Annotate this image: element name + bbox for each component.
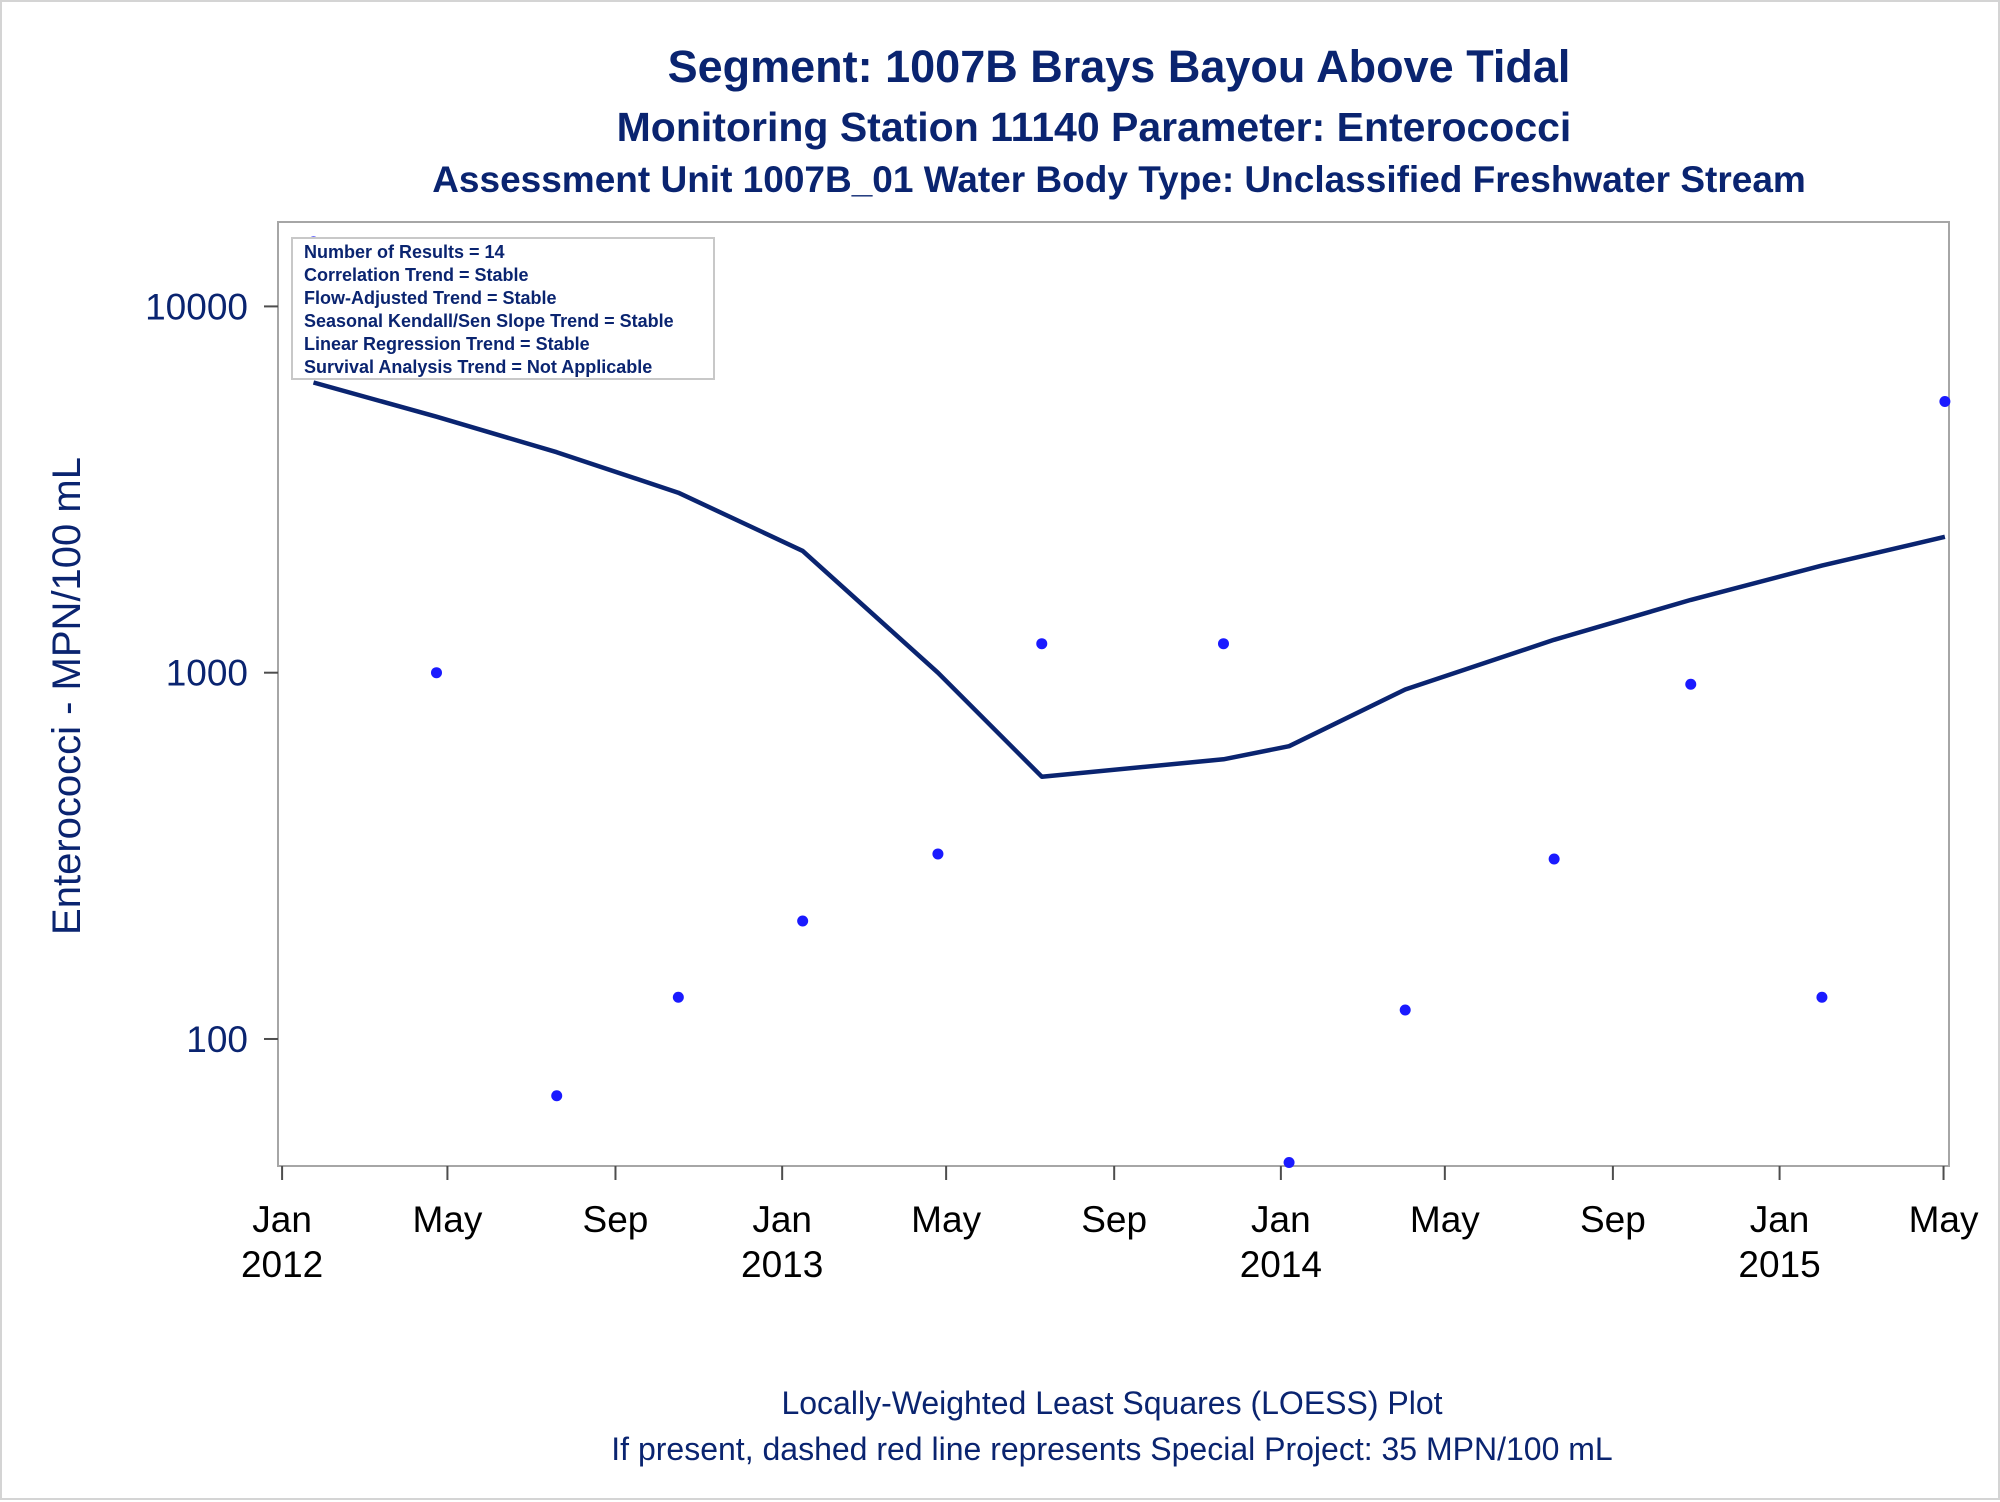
x-tick-label: Sep [1081,1199,1147,1240]
x-tick-label: Jan [1251,1199,1311,1240]
chart-subtitle: Monitoring Station 11140 Parameter: Ente… [617,104,1572,150]
stats-legend-line: Flow-Adjusted Trend = Stable [304,288,557,308]
data-point [1036,638,1048,650]
data-point [1816,991,1828,1003]
data-point [1939,396,1951,408]
x-tick-year-label: 2012 [241,1244,323,1285]
data-point [1283,1157,1295,1169]
y-tick-label: 10000 [145,286,248,327]
data-point [672,991,684,1003]
y-tick-label: 100 [186,1019,248,1060]
x-tick-label: Jan [252,1199,312,1240]
data-point [797,915,809,927]
stats-legend-line: Number of Results = 14 [304,242,505,262]
data-point [1548,853,1560,865]
stats-legend-line: Correlation Trend = Stable [304,265,529,285]
y-axis: 100 1000 10000 [145,286,278,1060]
data-point [932,848,944,860]
data-point [1217,638,1229,650]
x-tick-label: May [412,1199,482,1240]
data-point [1685,678,1697,690]
stats-legend-line: Survival Analysis Trend = Not Applicable [304,357,652,377]
footnote-special-project: If present, dashed red line represents S… [611,1431,1612,1467]
chart-subtitle-2: Assessment Unit 1007B_01 Water Body Type… [432,159,1806,200]
stats-legend-line: Linear Regression Trend = Stable [304,334,590,354]
x-tick-year-label: 2014 [1240,1244,1322,1285]
loess-line [312,380,1946,779]
x-tick-label: Jan [752,1199,812,1240]
footnote-method: Locally-Weighted Least Squares (LOESS) P… [781,1385,1442,1421]
data-point [551,1090,563,1102]
y-tick-label: 1000 [166,653,248,694]
y-axis-label: Enterococci - MPN/100 mL [45,457,89,935]
data-point [1399,1004,1411,1016]
stats-legend: Number of Results = 14 Correlation Trend… [291,237,715,380]
x-tick-label: May [1909,1199,1979,1240]
x-tick-label: Sep [1580,1199,1646,1240]
data-point [430,667,442,679]
chart-title: Segment: 1007B Brays Bayou Above Tidal [668,41,1571,92]
stats-legend-box [291,237,715,380]
x-tick-year-label: 2013 [741,1244,823,1285]
x-tick-year-label: 2015 [1738,1244,1820,1285]
x-tick-label: May [911,1199,981,1240]
x-tick-label: May [1410,1199,1480,1240]
x-tick-label: Sep [583,1199,649,1240]
x-tick-label: Jan [1750,1199,1810,1240]
stats-legend-line: Seasonal Kendall/Sen Slope Trend = Stabl… [304,311,674,331]
